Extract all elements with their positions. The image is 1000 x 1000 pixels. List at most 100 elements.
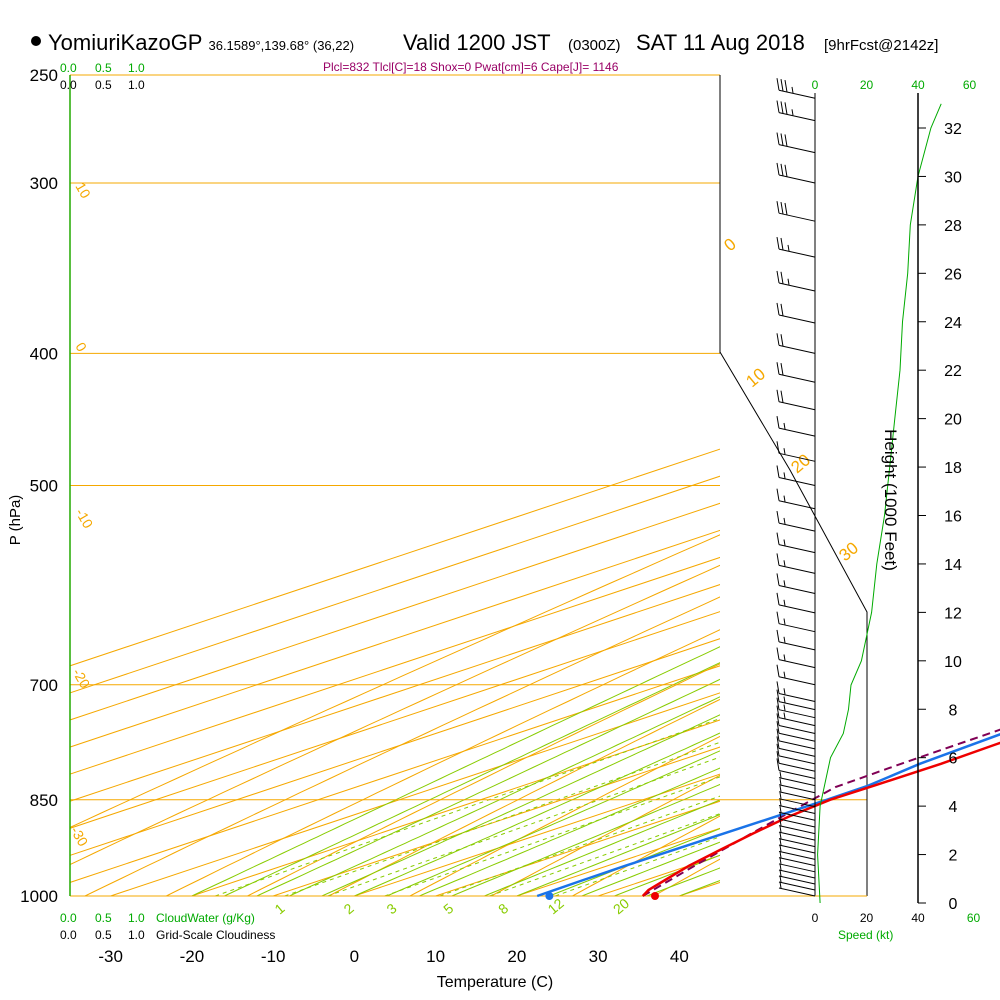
wind-barb-staff [778,676,816,686]
wind-barb [776,488,816,510]
wind-barb-half-flag [783,517,786,525]
wind-barb-half-flag [783,654,786,661]
cloudiness-label: Grid-Scale Cloudiness [156,928,275,942]
wind-barb-flag [776,664,780,677]
wind-barb-staff [778,755,816,765]
wind-barb [778,778,816,794]
wind-barb [776,697,816,719]
dry-adiabat-line [70,534,720,829]
moist-adiabat-line [321,714,720,896]
wind-barb-flag [776,333,780,346]
wind-barb-staff [778,564,816,574]
wind-barb-half-flag [783,599,786,606]
wind-barb-flag [784,134,788,147]
right-boundary-line [719,351,868,896]
wind-barb-flag [784,102,788,115]
height-tick-label: 12 [944,605,962,622]
speed-tick-label-top: 40 [911,78,925,92]
wind-barb [776,532,816,554]
cloudwater-scale-tick: 0.0 [60,911,77,925]
wind-barb-flag [780,163,784,176]
wind-barb-flag [776,736,780,749]
isotherm-line [191,719,720,896]
wind-barb-staff [778,857,816,867]
wind-barb [776,705,816,727]
wind-barb-half-flag [779,881,782,889]
pressure-tick-label: 700 [30,676,58,695]
wind-speed-profile [817,103,942,904]
wind-barb-flag [776,532,780,545]
wind-barb-flag [776,465,780,478]
parcel-trace [642,728,1000,897]
wind-barb-staff [778,427,816,437]
wind-barb-half-flag [779,785,782,792]
wind-barb-flag [776,705,780,718]
height-tick-label: 24 [944,315,962,332]
temperature-tick-label: 10 [426,947,445,966]
wind-barb-flag [776,697,780,710]
wind-barb [776,510,816,532]
isotherm-label: 0 [720,234,739,255]
wind-barb [778,869,816,885]
wind-barb-half-flag [783,696,786,703]
station-coords: 36.1589°,139.68° (36,22) [208,38,354,53]
speed-tick-label: 40 [911,911,925,925]
isotherm-label: 0 [72,340,90,355]
wind-barb-flag [776,441,780,454]
wind-barb [778,851,816,867]
height-tick-label: 20 [944,412,962,429]
wind-barb-flag [780,202,784,215]
speed-axis-label: Speed (kt) [838,928,893,942]
wind-barb-staff [778,452,816,462]
wind-barb-half-flag [783,618,786,625]
wind-barb-flag [780,334,784,347]
height-tick-label: 8 [949,702,958,719]
wind-barb-half-flag [783,422,786,430]
station-name: YomiuriKazoGP [48,30,202,55]
wind-barb-flag [776,389,780,402]
moist-adiabat-line [191,646,720,896]
wind-barb-staff [778,747,816,757]
cloudiness-scale-tick: 0.5 [95,78,112,92]
moist-adiabat-line [549,828,720,896]
cloudiness-scale-tick: 0.0 [60,928,77,942]
wind-barb [776,78,816,99]
wind-barb-half-flag [783,539,786,546]
dry-adiabat-line [165,629,720,896]
wind-barb-half-flag [779,771,782,778]
wind-barb [778,792,816,808]
wind-barb-staff [778,811,816,821]
wind-barb-flag [776,728,780,741]
height-tick-label: 16 [944,509,962,526]
wind-barb-staff [778,838,816,848]
forecast-label: [9hrFcst@2142z] [824,37,938,54]
wind-barb-staff [778,740,816,750]
wind-barb-staff [778,762,816,772]
wind-barb-staff [778,831,816,841]
cloudwater-label: CloudWater (g/Kg) [156,911,255,925]
pressure-tick-label: 300 [30,174,58,193]
wind-barb-half-flag [783,636,786,643]
wind-barb-half-flag [787,278,790,285]
valid-zulu: (0300Z) [568,37,621,54]
wind-barb-flag [780,133,784,146]
wind-barb [778,785,816,801]
wind-barb-half-flag [791,109,794,116]
height-tick-label: 30 [944,169,962,186]
moist-adiabat-line [386,750,720,896]
wind-barb [778,857,816,873]
wind-barb-staff [778,500,816,510]
wind-barb-half-flag [787,244,790,251]
wind-barb [776,573,816,594]
wind-barb-flag [776,362,780,375]
pressure-tick-label: 500 [30,477,58,496]
wind-barb [778,881,816,897]
wind-barb-half-flag [783,448,786,455]
temperature-tick-label: 0 [350,947,359,966]
temperature-tick-label: -20 [180,947,205,966]
height-tick-label: 26 [944,266,962,283]
wind-barb-staff [778,112,816,122]
wind-barb-staff [778,248,816,258]
height-tick-label: 0 [949,896,958,913]
